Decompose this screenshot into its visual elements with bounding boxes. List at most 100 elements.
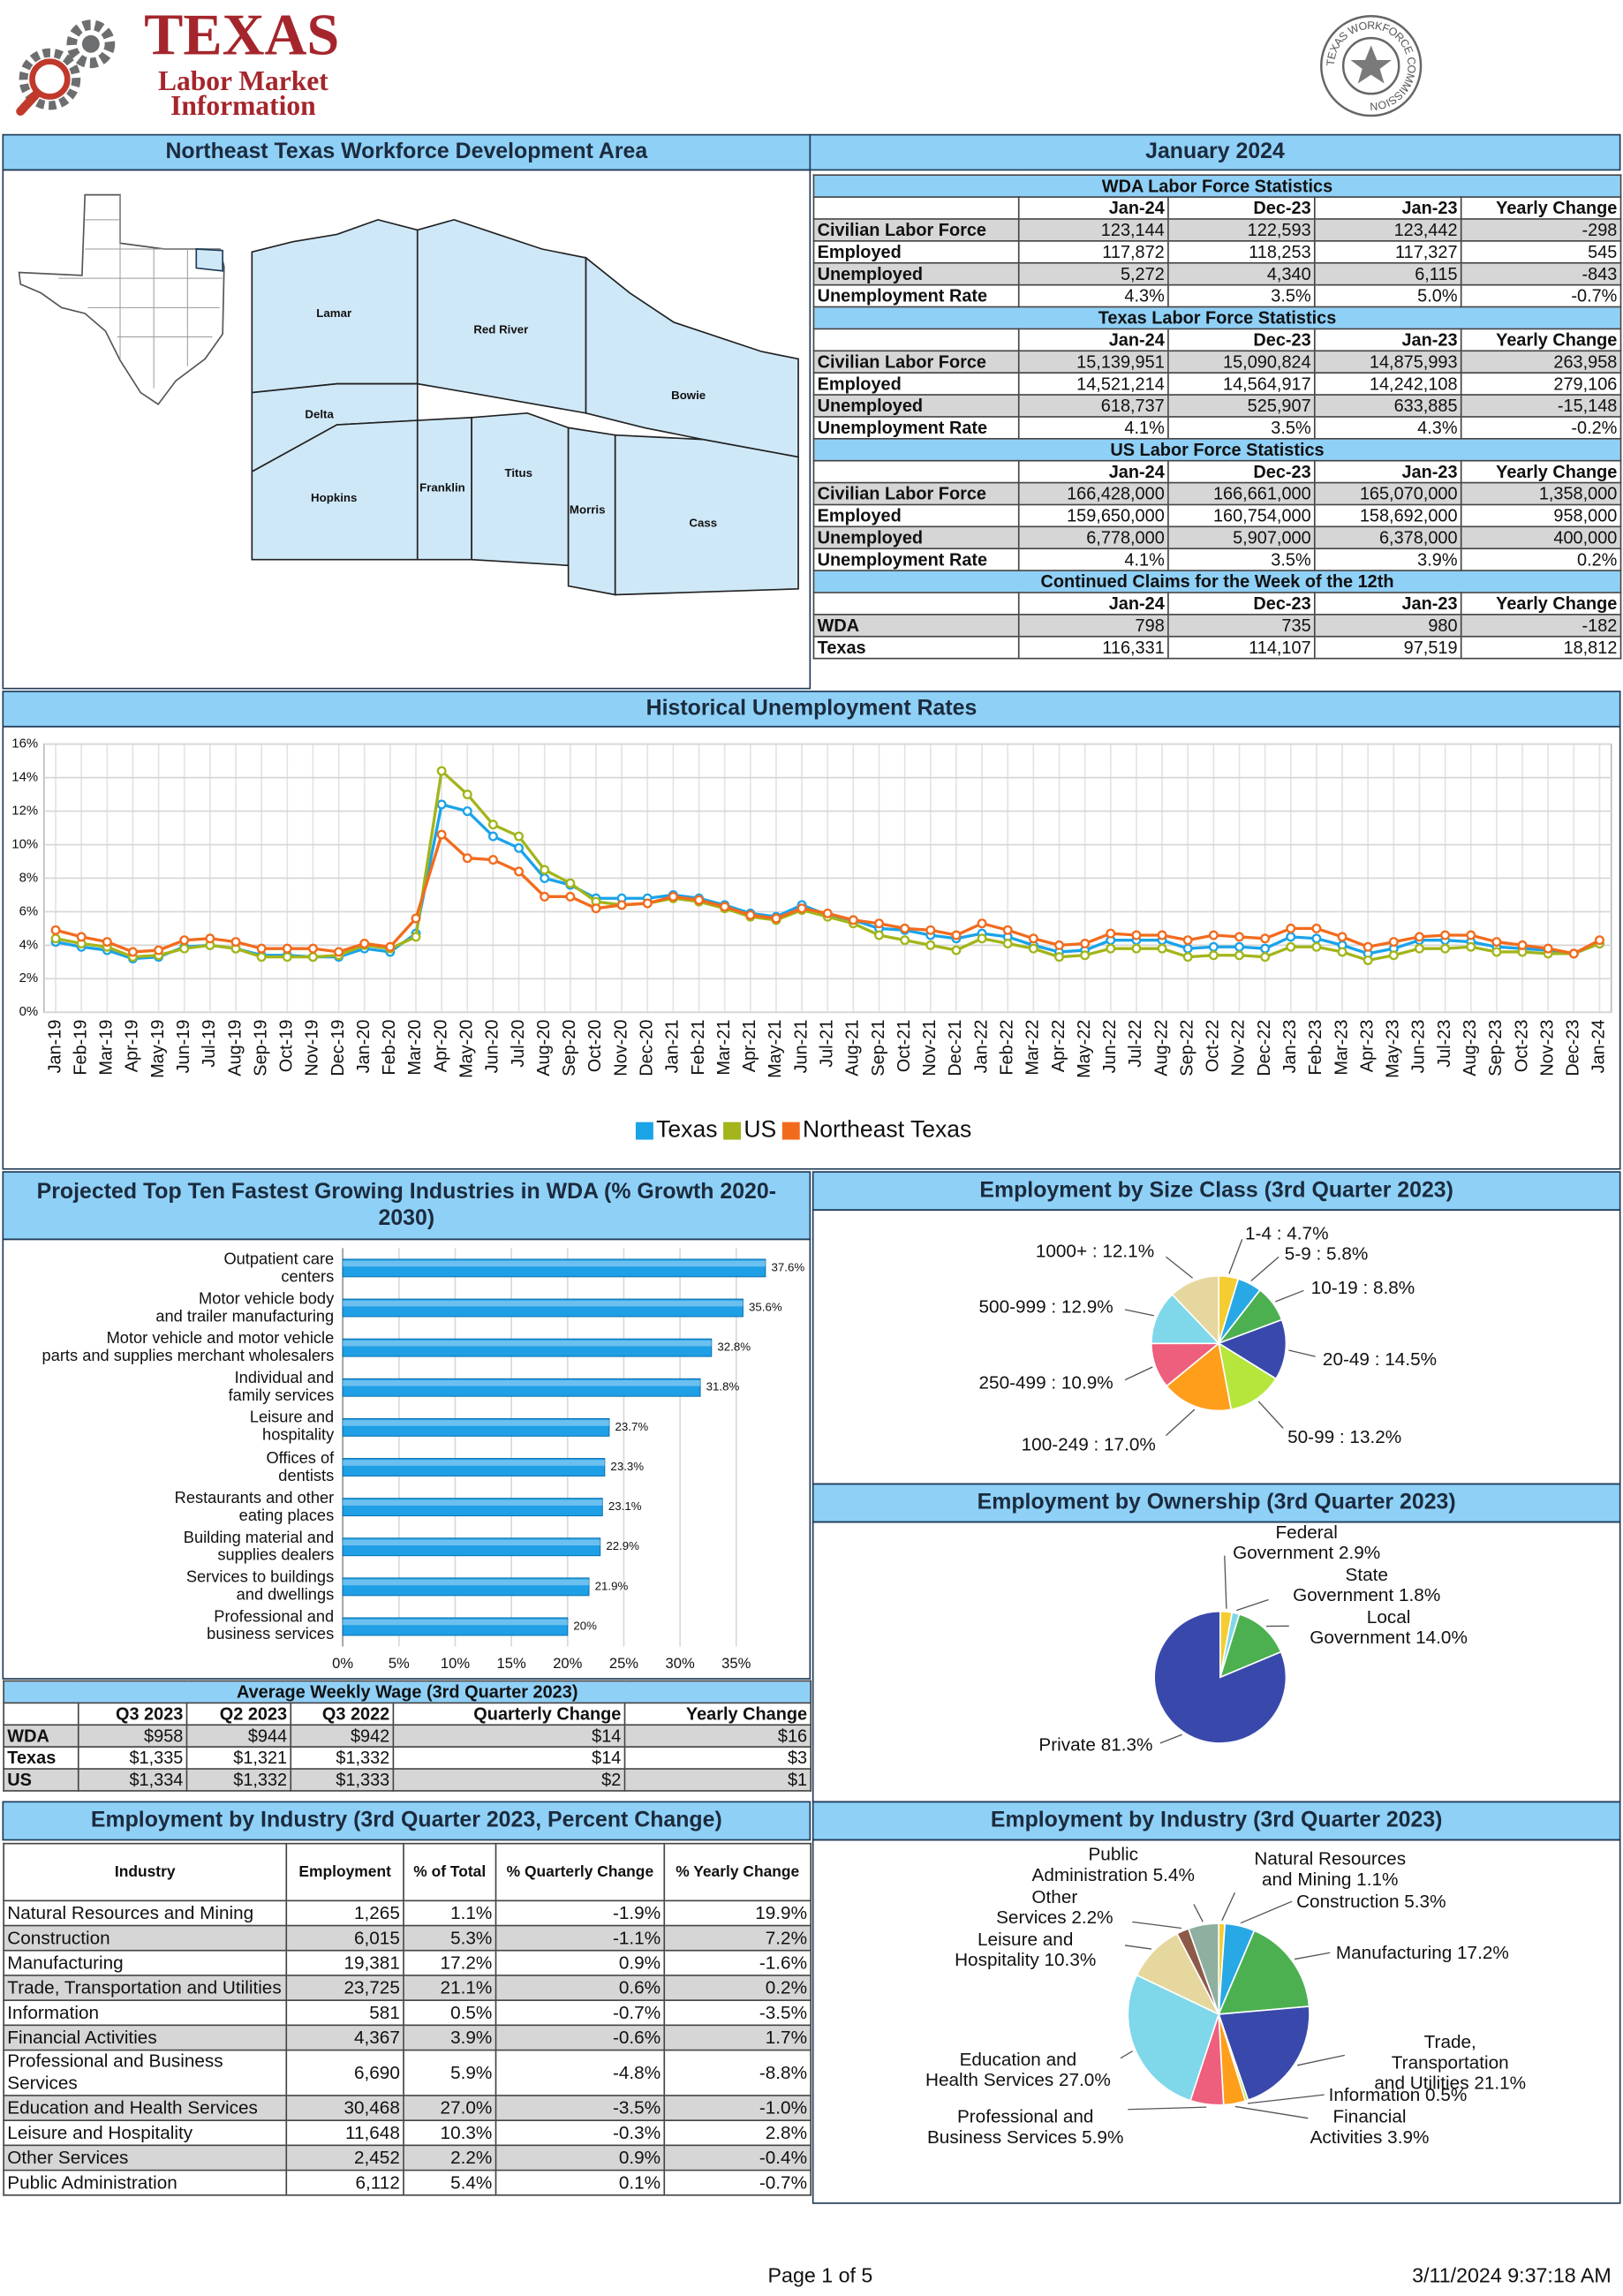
column-header: Jan-24	[1017, 592, 1169, 616]
header-cell	[812, 328, 1020, 352]
point-marker	[668, 891, 678, 902]
point-marker	[179, 943, 190, 954]
cell: 4,340	[1167, 261, 1316, 286]
x-tick-label: Apr-21	[740, 1020, 759, 1073]
point-marker	[514, 831, 525, 842]
leader-line	[1275, 1289, 1304, 1303]
row-label: Public Administration	[3, 2169, 288, 2196]
point-marker	[925, 940, 936, 950]
cell: 279,106	[1460, 372, 1622, 396]
bar-sheen	[343, 1340, 712, 1347]
point-marker	[1157, 930, 1167, 940]
y-tick-label: 4%	[19, 937, 39, 952]
cell: 1,358,000	[1460, 481, 1622, 506]
category-label: Leisure and hospitality	[249, 1409, 335, 1446]
row-label: Texas	[812, 635, 1020, 660]
point-marker	[1054, 952, 1064, 963]
section-frame	[812, 1839, 1621, 2204]
cell: -843	[1460, 261, 1622, 286]
point-marker	[1028, 943, 1038, 954]
point-marker	[514, 842, 525, 853]
cell: -3.5%	[663, 1999, 812, 2027]
point-marker	[1568, 948, 1579, 959]
leader-line	[1120, 2051, 1133, 2059]
cell: -0.7%	[1460, 283, 1622, 308]
y-tick-label: 6%	[19, 903, 39, 918]
leader-line	[1294, 1952, 1331, 1960]
x-tick-label: Nov-22	[1229, 1020, 1249, 1076]
county-label: Cass	[689, 516, 718, 530]
seal-star	[1350, 45, 1392, 84]
point-marker	[694, 895, 705, 905]
bar-sheen	[343, 1539, 600, 1546]
data-row: Leisure and Hospitality 11,648 10.3% -0.3% 2…	[3, 2119, 812, 2147]
point-marker	[900, 935, 910, 946]
x-tick-label: Nov-23	[1537, 1020, 1557, 1076]
point-marker	[565, 878, 576, 888]
x-tick-label: Jan-20	[354, 1020, 374, 1074]
cell: 23,725	[285, 1975, 404, 2001]
point-marker	[900, 923, 910, 933]
column-header: % Quarterly Change	[494, 1842, 666, 1902]
point-marker	[745, 910, 756, 920]
point-marker	[487, 855, 498, 865]
cell: -1.6%	[663, 1949, 812, 1976]
header-row: Industry Employment% of Total% Quarterly …	[3, 1842, 812, 1902]
x-tick-label: Jan-23	[1280, 1020, 1300, 1074]
point-marker	[1208, 950, 1219, 961]
leader-line	[1250, 1256, 1280, 1281]
x-tick-label: Aug-20	[534, 1020, 554, 1076]
category-label: Restaurants and other eating places	[174, 1489, 335, 1525]
cell: -182	[1460, 614, 1622, 638]
point-marker	[1363, 955, 1373, 965]
cell: 3.5%	[1167, 416, 1316, 440]
x-tick-label: 15%	[497, 1655, 526, 1672]
point-marker	[642, 898, 653, 909]
cell: -0.7%	[663, 2169, 812, 2196]
cell: 4.3%	[1313, 416, 1462, 440]
legend-label: Northeast Texas	[803, 1116, 971, 1143]
cell: 123,442	[1313, 218, 1462, 242]
leader-line	[1193, 1904, 1204, 1922]
row-label: Unemployment Rate	[812, 548, 1020, 571]
x-tick-label: Apr-20	[431, 1020, 450, 1073]
x-tick-label: Jan-19	[45, 1020, 64, 1074]
column-header: Jan-23	[1313, 592, 1462, 616]
x-tick-label: Sep-21	[869, 1020, 888, 1076]
cell: 5,272	[1017, 261, 1169, 286]
cell: 2.2%	[403, 2144, 497, 2171]
data-row: Employed 14,521,214 14,564,917 14,242,108 27…	[812, 372, 1622, 396]
x-tick-label: Aug-23	[1461, 1020, 1480, 1076]
x-tick-label: Dec-23	[1564, 1020, 1583, 1076]
leader-line	[1296, 2054, 1345, 2066]
data-row: Other Services 2,452 2.2% 0.9% -0.4%	[3, 2144, 812, 2171]
point-marker	[1131, 930, 1142, 940]
point-marker	[256, 943, 267, 954]
slice-label: 50-99 : 13.2%	[1287, 1426, 1402, 1447]
point-marker	[462, 789, 472, 800]
leader-line	[1159, 1733, 1182, 1744]
x-tick-label: Apr-19	[123, 1020, 142, 1073]
cell: 2.8%	[663, 2119, 812, 2147]
cell: 0.2%	[663, 1975, 812, 2001]
section-frame	[2, 725, 1621, 1170]
data-row: Unemployment Rate 4.1% 3.5% 3.9% 0.2%	[812, 548, 1622, 571]
row-label: Unemployed	[812, 394, 1020, 418]
cell: 4,367	[285, 2024, 404, 2051]
slice-label: 5-9 : 5.8%	[1284, 1243, 1369, 1265]
column-header: Yearly Change	[1460, 328, 1622, 352]
point-marker	[307, 952, 318, 963]
slice-label: 1000+ : 12.1%	[1035, 1241, 1155, 1262]
slice-label: 1-4 : 4.7%	[1245, 1223, 1329, 1244]
x-tick-label: Jun-20	[483, 1020, 502, 1074]
leader-line	[1224, 1555, 1227, 1609]
slice-label: Trade, Transportation and Utilities 21.1…	[1374, 2031, 1527, 2094]
point-marker	[874, 930, 884, 940]
point-marker	[230, 937, 241, 948]
data-row: Texas $1,335 $1,321 $1,332 $14 $3	[3, 1746, 812, 1770]
cell: 1,265	[285, 1899, 404, 1927]
column-header: Dec-23	[1167, 459, 1316, 484]
cell: 5.3%	[403, 1924, 497, 1952]
point-marker	[179, 935, 190, 946]
table-title: US Labor Force Statistics	[812, 437, 1622, 462]
